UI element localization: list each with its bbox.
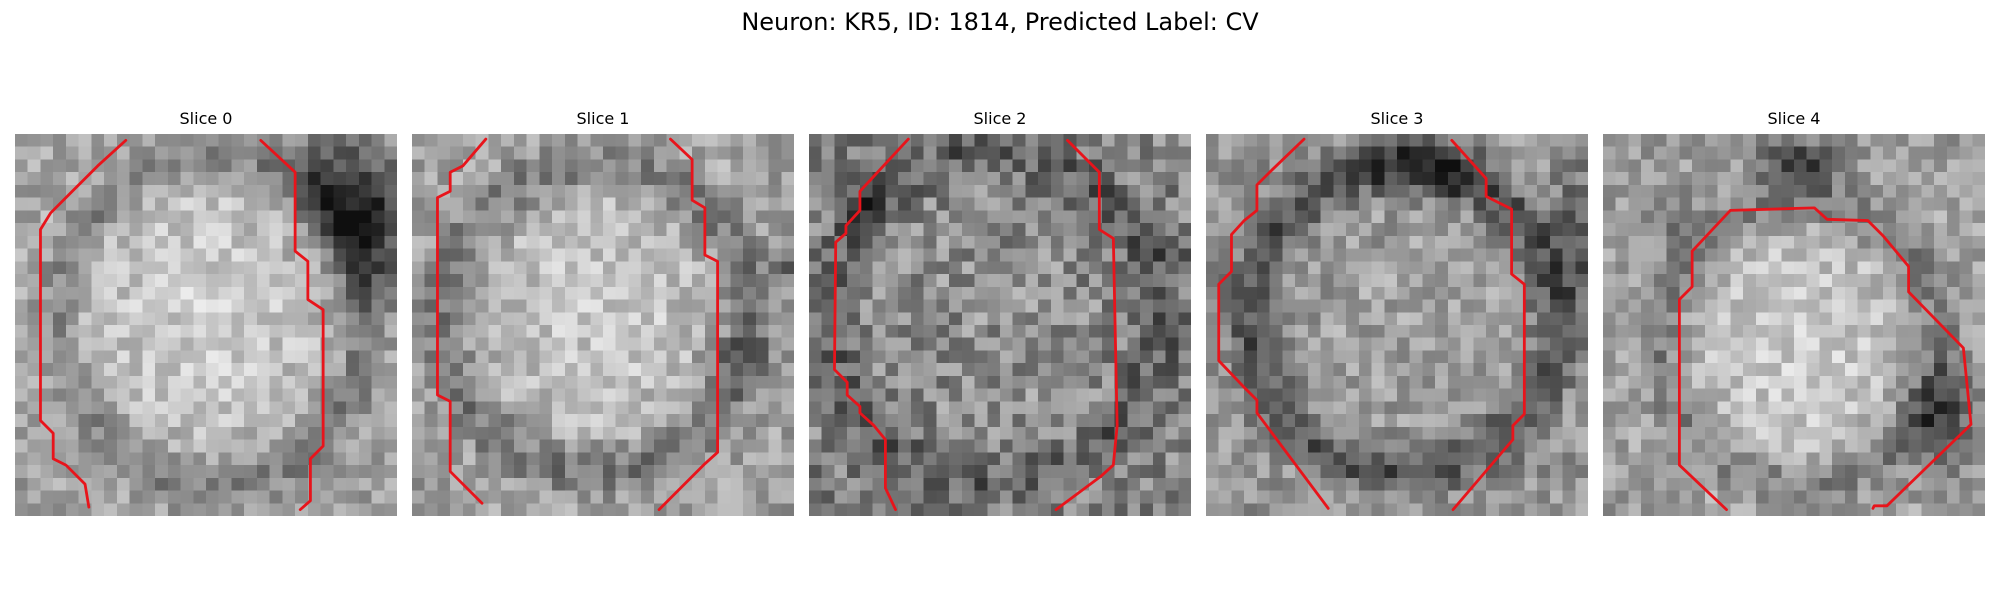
slice-panel-0 bbox=[15, 134, 397, 516]
slice-panel-4 bbox=[1603, 134, 1985, 516]
slice-image-0 bbox=[15, 134, 397, 516]
neuron-contour bbox=[1054, 138, 1119, 512]
panel-title-slice-0: Slice 0 bbox=[179, 109, 233, 128]
neuron-contour bbox=[1677, 206, 1973, 512]
grayscale-pixels bbox=[15, 134, 397, 516]
grayscale-pixels bbox=[809, 134, 1191, 516]
slice-image-2 bbox=[809, 134, 1191, 516]
figure-title: Neuron: KR5, ID: 1814, Predicted Label: … bbox=[741, 8, 1259, 36]
neuron-contour bbox=[39, 138, 128, 509]
neuron-contour bbox=[1217, 137, 1330, 510]
grayscale-pixels bbox=[412, 134, 794, 516]
panel-title-slice-3: Slice 3 bbox=[1370, 109, 1424, 128]
panel-title-slice-2: Slice 2 bbox=[973, 109, 1027, 128]
neuron-contour bbox=[259, 138, 325, 512]
panel-title-slice-1: Slice 1 bbox=[576, 109, 630, 128]
neuron-contour bbox=[657, 137, 720, 512]
slice-image-3 bbox=[1206, 134, 1588, 516]
neuron-contour bbox=[833, 137, 910, 512]
grayscale-pixels bbox=[1603, 134, 1985, 516]
slice-panel-1 bbox=[412, 134, 794, 516]
grayscale-pixels bbox=[1206, 134, 1588, 516]
slice-panel-2 bbox=[809, 134, 1191, 516]
slice-panel-3 bbox=[1206, 134, 1588, 516]
panel-title-slice-4: Slice 4 bbox=[1767, 109, 1821, 128]
neuron-contour bbox=[436, 137, 488, 505]
neuron-contour bbox=[1450, 138, 1526, 512]
slice-image-1 bbox=[412, 134, 794, 516]
slice-image-4 bbox=[1603, 134, 1985, 516]
